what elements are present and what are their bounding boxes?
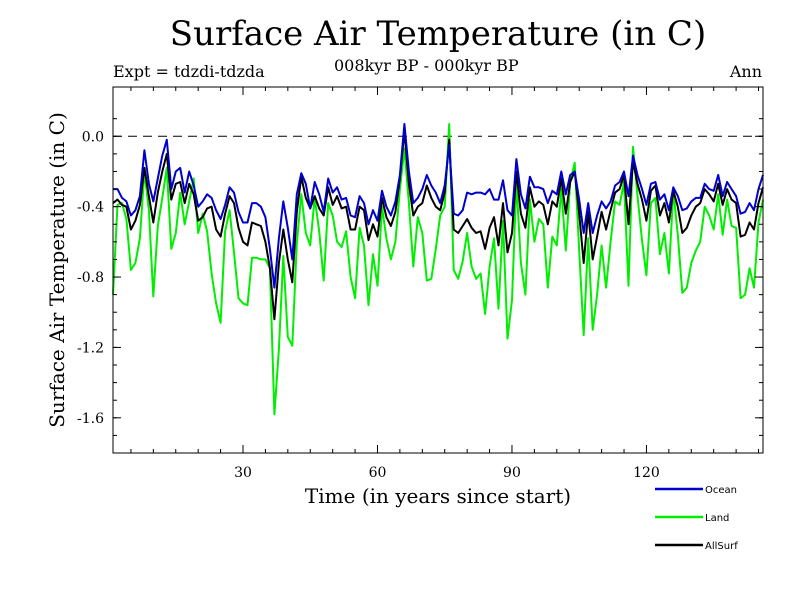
chart-title: Surface Air Temperature (in C) bbox=[169, 14, 707, 54]
y-tick-label: -0.4 bbox=[77, 200, 104, 216]
series-line-ocean bbox=[113, 123, 764, 289]
x-axis-title: Time (in years since start) bbox=[305, 484, 571, 508]
x-tick-label: 30 bbox=[234, 465, 252, 481]
season-label: Ann bbox=[729, 62, 762, 81]
experiment-label: Expt = tdzdi-tdzda bbox=[113, 62, 265, 81]
period-label: 008kyr BP - 000kyr BP bbox=[334, 56, 519, 75]
legend-label-ocean: Ocean bbox=[705, 485, 737, 496]
series-line-allsurf bbox=[112, 130, 764, 321]
series-line-land bbox=[112, 123, 764, 416]
y-tick-label: -1.2 bbox=[77, 340, 104, 356]
plot-frame bbox=[112, 86, 764, 454]
legend-label-land: Land bbox=[705, 513, 729, 524]
y-axis-title: Surface Air Temperature (in C) bbox=[45, 112, 69, 428]
x-tick-label: 90 bbox=[503, 465, 521, 481]
y-tick-label: 0.0 bbox=[82, 129, 104, 145]
legend-label-allsurf: AllSurf bbox=[705, 541, 738, 552]
y-tick-label: -1.6 bbox=[77, 411, 104, 427]
x-tick-label: 120 bbox=[633, 465, 660, 481]
y-tick-label: -0.8 bbox=[77, 270, 104, 286]
x-tick-label: 60 bbox=[369, 465, 387, 481]
